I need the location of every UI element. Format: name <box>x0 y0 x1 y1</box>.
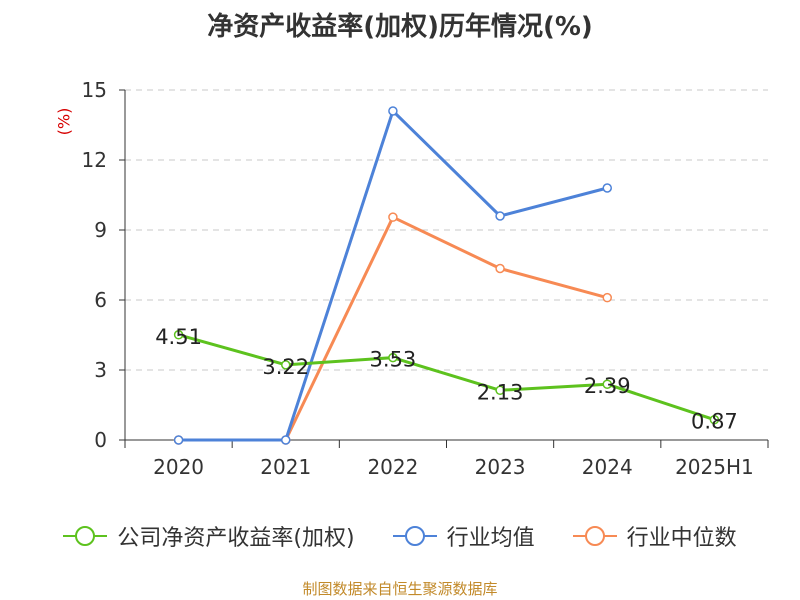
y-tick-label-5: 15 <box>82 78 107 102</box>
y-tick-label-2: 6 <box>94 288 107 312</box>
series-line-2 <box>178 215 608 442</box>
x-tick-label-4: 2024 <box>582 455 633 479</box>
legend-marker-company <box>63 526 108 546</box>
data-label-5: 0.87 <box>691 410 738 434</box>
legend-marker-industry-median <box>572 526 617 546</box>
data-label-3: 2.13 <box>477 380 524 404</box>
x-tick-label-3: 2023 <box>475 455 526 479</box>
x-tick-label-2: 2022 <box>367 455 418 479</box>
series-0-point-5 <box>709 414 720 425</box>
y-tick-label-4: 12 <box>82 148 107 172</box>
series-line-0 <box>178 333 715 422</box>
y-tick-label-1: 3 <box>94 358 107 382</box>
legend-label-industry-mean: 行业均值 <box>446 526 535 551</box>
legend-item-company[interactable]: 公司净资产收益率(加权) <box>63 520 355 552</box>
legend-label-company: 公司净资产收益率(加权) <box>117 526 355 551</box>
series-0-point-1 <box>281 360 291 370</box>
series-0-point-4 <box>602 379 612 389</box>
legend-marker-industry-mean <box>392 526 437 546</box>
chart-title: 净资产收益率(加权)历年情况(%) <box>207 12 593 42</box>
x-tick-label-5: 2025H1 <box>675 455 754 479</box>
legend-label-industry-median: 行业中位数 <box>626 526 737 551</box>
series-1-point-0 <box>173 435 184 445</box>
series-0-point-2 <box>388 352 398 363</box>
series-2-point-3 <box>495 263 505 274</box>
series-1-point-3 <box>495 211 505 221</box>
data-label-1: 3.22 <box>262 355 309 379</box>
x-tick-label-1: 2021 <box>260 455 311 479</box>
series-1-point-2 <box>388 106 398 116</box>
y-tick-label-3: 9 <box>94 218 107 242</box>
legend-item-industry-mean[interactable]: 行业均值 <box>392 520 535 552</box>
series-1-point-1 <box>281 435 291 445</box>
data-source-note: 制图数据来自恒生聚源数据库 <box>302 580 498 598</box>
series-2-point-4 <box>602 292 612 303</box>
series-1-point-4 <box>602 183 612 193</box>
legend: 公司净资产收益率(加权) 行业均值 行业中位数 <box>0 520 800 552</box>
data-label-4: 2.39 <box>584 374 631 398</box>
series-2-point-2 <box>388 212 398 222</box>
data-label-2: 3.53 <box>370 348 417 372</box>
legend-item-industry-median[interactable]: 行业中位数 <box>572 520 737 552</box>
x-tick-label-0: 2020 <box>153 455 204 479</box>
y-tick-label-0: 0 <box>94 428 107 452</box>
series-0-point-3 <box>495 385 505 396</box>
series-0-point-0 <box>173 330 184 340</box>
data-label-0: 4.51 <box>155 325 202 349</box>
